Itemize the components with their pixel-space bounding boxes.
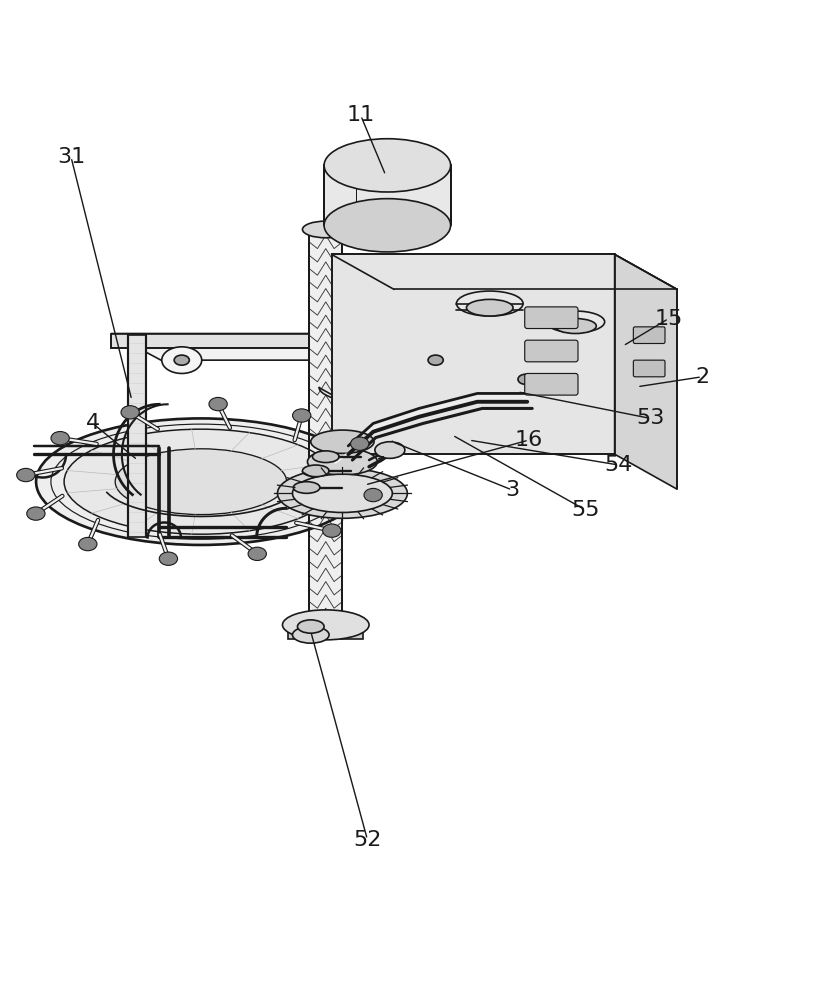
Ellipse shape [364, 488, 382, 502]
Ellipse shape [36, 418, 365, 545]
Text: 4: 4 [85, 413, 100, 433]
Polygon shape [111, 334, 494, 348]
Ellipse shape [162, 347, 202, 373]
FancyBboxPatch shape [634, 360, 665, 377]
Polygon shape [319, 388, 675, 421]
Polygon shape [332, 254, 677, 289]
FancyBboxPatch shape [525, 307, 578, 329]
Ellipse shape [209, 397, 227, 411]
FancyBboxPatch shape [634, 327, 665, 344]
Ellipse shape [324, 139, 451, 192]
Ellipse shape [282, 610, 369, 640]
Ellipse shape [546, 311, 605, 333]
Polygon shape [319, 324, 675, 355]
Polygon shape [127, 335, 146, 537]
Ellipse shape [17, 468, 35, 482]
Ellipse shape [311, 430, 374, 453]
Ellipse shape [324, 199, 451, 252]
Ellipse shape [375, 442, 405, 458]
Ellipse shape [248, 547, 266, 560]
Polygon shape [111, 334, 544, 360]
Ellipse shape [293, 482, 320, 493]
Ellipse shape [303, 465, 329, 477]
Text: 2: 2 [695, 367, 709, 387]
Ellipse shape [308, 448, 377, 475]
Polygon shape [319, 388, 618, 413]
Ellipse shape [27, 507, 45, 520]
Ellipse shape [350, 437, 369, 450]
Ellipse shape [505, 366, 546, 393]
Ellipse shape [518, 374, 533, 384]
Polygon shape [614, 254, 677, 489]
Ellipse shape [303, 221, 349, 238]
Ellipse shape [297, 620, 324, 633]
Ellipse shape [323, 524, 341, 537]
Text: 54: 54 [604, 455, 633, 475]
Polygon shape [618, 324, 675, 421]
Ellipse shape [313, 451, 339, 463]
Text: 31: 31 [57, 147, 85, 167]
Polygon shape [319, 324, 375, 421]
Ellipse shape [159, 552, 178, 565]
Ellipse shape [292, 474, 392, 512]
Ellipse shape [292, 409, 311, 422]
Polygon shape [309, 229, 343, 635]
Polygon shape [288, 625, 363, 639]
Text: 53: 53 [636, 408, 665, 428]
Ellipse shape [174, 355, 189, 365]
Ellipse shape [292, 627, 329, 643]
FancyBboxPatch shape [525, 373, 578, 395]
Text: 11: 11 [347, 105, 375, 125]
Ellipse shape [64, 429, 338, 534]
Ellipse shape [555, 319, 597, 334]
Text: 55: 55 [572, 500, 600, 520]
Polygon shape [319, 324, 618, 388]
Ellipse shape [428, 355, 443, 365]
Ellipse shape [115, 449, 287, 515]
Text: 3: 3 [505, 480, 520, 500]
Ellipse shape [277, 468, 407, 518]
Polygon shape [494, 334, 544, 375]
Text: 16: 16 [515, 430, 543, 450]
Ellipse shape [457, 291, 523, 316]
Ellipse shape [467, 299, 513, 316]
Ellipse shape [51, 431, 70, 445]
Text: 15: 15 [654, 309, 683, 329]
Ellipse shape [121, 406, 139, 419]
Ellipse shape [79, 537, 97, 551]
Polygon shape [324, 165, 451, 225]
FancyBboxPatch shape [525, 340, 578, 362]
Polygon shape [332, 254, 614, 454]
Ellipse shape [416, 347, 456, 373]
Text: 52: 52 [353, 830, 381, 850]
